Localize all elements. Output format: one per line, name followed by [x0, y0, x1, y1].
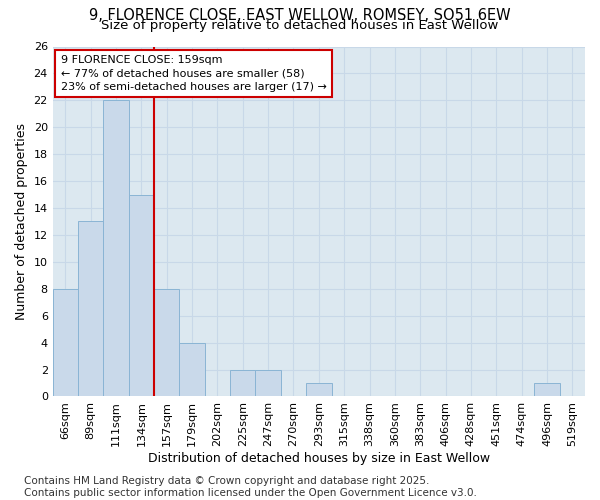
X-axis label: Distribution of detached houses by size in East Wellow: Distribution of detached houses by size …: [148, 452, 490, 465]
Bar: [103, 100, 129, 397]
Bar: [154, 289, 179, 397]
Bar: [256, 370, 281, 396]
Text: 9 FLORENCE CLOSE: 159sqm
← 77% of detached houses are smaller (58)
23% of semi-d: 9 FLORENCE CLOSE: 159sqm ← 77% of detach…: [61, 55, 326, 92]
Bar: [78, 222, 103, 396]
Y-axis label: Number of detached properties: Number of detached properties: [15, 123, 28, 320]
Bar: [230, 370, 256, 396]
Bar: [179, 342, 205, 396]
Text: 9, FLORENCE CLOSE, EAST WELLOW, ROMSEY, SO51 6EW: 9, FLORENCE CLOSE, EAST WELLOW, ROMSEY, …: [89, 8, 511, 22]
Bar: [306, 383, 332, 396]
Bar: [129, 194, 154, 396]
Bar: [53, 289, 78, 397]
Bar: [535, 383, 560, 396]
Text: Size of property relative to detached houses in East Wellow: Size of property relative to detached ho…: [101, 18, 499, 32]
Text: Contains HM Land Registry data © Crown copyright and database right 2025.
Contai: Contains HM Land Registry data © Crown c…: [24, 476, 477, 498]
